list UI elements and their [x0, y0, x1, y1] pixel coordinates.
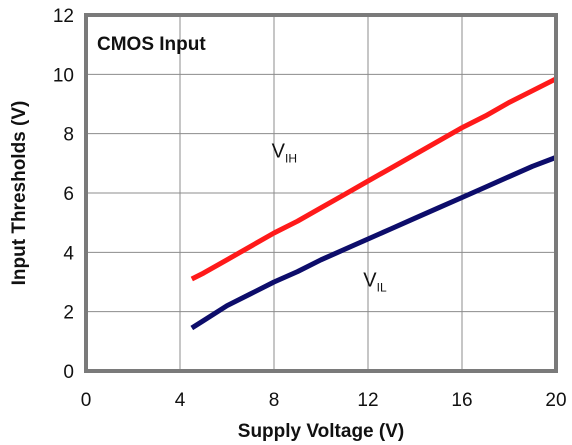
x-tick-label: 0 [81, 390, 92, 411]
y-tick-label: 10 [53, 65, 74, 86]
series-lines [190, 76, 558, 331]
x-tick-label: 8 [269, 390, 280, 411]
series-line-vil [190, 155, 557, 331]
y-tick-label: 6 [63, 184, 74, 205]
series-label-vih: VIH [272, 140, 297, 165]
series-labels: VIH VIL [272, 140, 387, 294]
y-tick-label: 2 [63, 303, 74, 324]
series-label-vil: VIL [363, 269, 387, 294]
y-tick-label: 12 [53, 6, 74, 27]
x-tick-label: 4 [175, 390, 186, 411]
x-tick-label: 12 [357, 390, 378, 411]
y-tick-labels: 0 2 4 6 8 10 12 [53, 6, 75, 383]
x-tick-labels: 0 4 8 12 16 20 [81, 390, 567, 411]
x-tick-label: 16 [451, 390, 472, 411]
x-axis-title: Supply Voltage (V) [238, 421, 404, 442]
y-axis-title: Input Thresholds (V) [9, 101, 30, 286]
y-tick-label: 0 [63, 362, 74, 383]
y-tick-label: 4 [63, 243, 74, 264]
x-tick-label: 20 [545, 390, 566, 411]
y-tick-label: 8 [63, 125, 74, 146]
plot-frame [84, 13, 558, 373]
chart-title: CMOS Input [97, 34, 206, 55]
series-line-vih [190, 76, 558, 282]
